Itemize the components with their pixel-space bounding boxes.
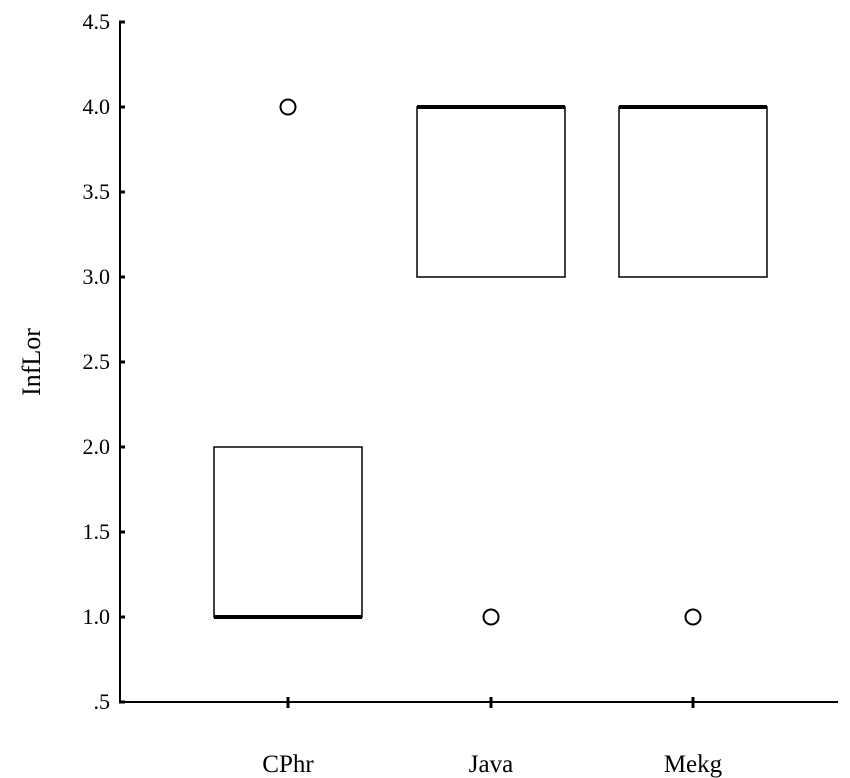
y-tick-label: 2.5 <box>83 349 111 374</box>
x-tick-label: Mekg <box>664 751 723 778</box>
y-tick-label: 2.0 <box>83 434 111 459</box>
y-tick-label: 3.5 <box>83 179 111 204</box>
y-tick-label: .5 <box>94 689 111 714</box>
y-tick-label: 1.0 <box>83 604 111 629</box>
y-axis-title: InfLor <box>17 328 46 396</box>
box <box>618 106 768 278</box>
y-tick-label: 4.5 <box>83 9 111 34</box>
outlier-point <box>684 608 702 626</box>
x-tick-label: CPhr <box>262 751 314 778</box>
x-axis: CPhr Java Mekg <box>120 697 838 778</box>
box <box>213 446 363 618</box>
y-axis: .5 1.0 1.5 2.0 2.5 3.0 3.5 4.0 4.5 <box>83 9 125 714</box>
y-tick-label: 1.5 <box>83 519 111 544</box>
box <box>416 106 566 278</box>
outliers <box>279 98 702 626</box>
y-tick-label: 3.0 <box>83 264 111 289</box>
y-tick-label: 4.0 <box>83 94 111 119</box>
x-tick-label: Java <box>469 751 513 778</box>
outlier-point <box>279 98 297 116</box>
boxes <box>213 105 768 619</box>
outlier-point <box>482 608 500 626</box>
